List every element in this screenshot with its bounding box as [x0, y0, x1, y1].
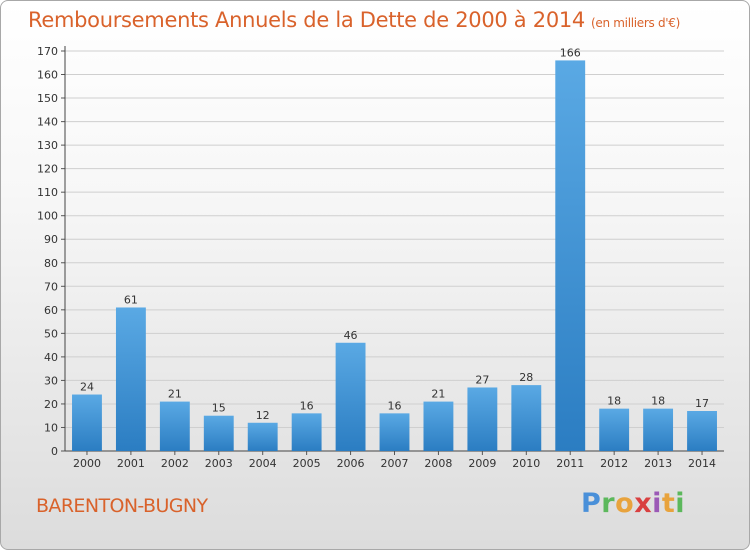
x-tick-label-2004: 2004 — [249, 457, 277, 470]
y-tick-label: 130 — [37, 139, 58, 152]
y-tick-label: 80 — [44, 257, 58, 270]
bar-2005 — [291, 413, 322, 451]
x-tick-label-2000: 2000 — [73, 457, 101, 470]
data-label-2010: 28 — [519, 371, 533, 384]
logo-letter: i — [675, 488, 686, 519]
bar-2001 — [115, 307, 146, 451]
bar-2007 — [379, 413, 410, 451]
y-tick-label: 50 — [44, 327, 58, 340]
x-tick-label-2009: 2009 — [468, 457, 496, 470]
x-tick-label-2002: 2002 — [161, 457, 189, 470]
x-tick-label-2008: 2008 — [424, 457, 452, 470]
data-labels: 24 61 21 15 12 16 46 16 21 27 28 166 18 18 17 — [80, 46, 709, 421]
bars — [72, 60, 717, 451]
y-tick-label: 0 — [51, 445, 58, 458]
bar-2000 — [72, 394, 102, 451]
data-label-2008: 21 — [431, 388, 445, 401]
bar-2006 — [335, 342, 366, 451]
x-tick-label-2012: 2012 — [600, 457, 628, 470]
chart-title-unit: (en milliers d'€) — [591, 16, 681, 30]
bar-2008 — [423, 401, 454, 451]
data-label-2006: 46 — [344, 329, 358, 342]
data-label-2012: 18 — [607, 395, 621, 408]
data-label-2003: 15 — [212, 402, 226, 415]
bar-2002 — [159, 401, 190, 451]
bar-2010 — [511, 385, 542, 451]
x-tick-label-2006: 2006 — [337, 457, 365, 470]
data-label-2014: 17 — [695, 397, 709, 410]
logo-letter: x — [634, 488, 653, 519]
data-label-2004: 12 — [256, 409, 270, 422]
bar-2003 — [203, 415, 234, 451]
y-tick-label: 110 — [37, 186, 58, 199]
y-tick-label: 150 — [37, 92, 58, 105]
logo-letter: t — [661, 488, 676, 519]
logo-letter: r — [601, 488, 616, 519]
logo-letter: P — [581, 488, 602, 519]
y-tick-label: 170 — [37, 45, 58, 58]
logo-letter: o — [615, 488, 635, 519]
y-tick-label: 40 — [44, 351, 58, 364]
bar-2004 — [247, 422, 278, 451]
bar-2014 — [687, 411, 717, 451]
data-label-2002: 21 — [168, 388, 182, 401]
data-label-2005: 16 — [300, 399, 314, 412]
bar-2011 — [555, 60, 586, 451]
y-tick-label: 30 — [44, 374, 58, 387]
y-tick-label: 160 — [37, 69, 58, 82]
x-tick-label-2011: 2011 — [556, 457, 584, 470]
y-tick-label: 100 — [37, 210, 58, 223]
data-label-2009: 27 — [475, 373, 489, 386]
axes: 0 10 20 30 40 50 60 70 80 90 100 110 120 130 140 150 160… — [37, 45, 724, 470]
x-tick-label-2013: 2013 — [644, 457, 672, 470]
logo-letter: i — [652, 488, 662, 519]
y-tick-label: 120 — [37, 163, 58, 176]
data-label-2013: 18 — [651, 395, 665, 408]
x-tick-label-2005: 2005 — [293, 457, 321, 470]
x-tick-label-2010: 2010 — [512, 457, 540, 470]
commune-name: BARENTON-BUGNY — [36, 495, 208, 517]
x-tick-label-2007: 2007 — [381, 457, 409, 470]
x-tick-label-2001: 2001 — [117, 457, 145, 470]
y-tick-label: 20 — [44, 398, 58, 411]
bar-2009 — [467, 387, 498, 451]
data-label-2000: 24 — [80, 381, 94, 394]
y-tick-label: 70 — [44, 280, 58, 293]
data-label-2011: 166 — [560, 46, 581, 59]
bar-2012 — [599, 408, 630, 451]
x-tick-label-2014: 2014 — [688, 457, 716, 470]
bar-2013 — [643, 408, 674, 451]
proxiti-logo: Proxiti — [581, 488, 685, 519]
data-label-2007: 16 — [388, 399, 402, 412]
y-tick-label: 140 — [37, 116, 58, 129]
chart-title: Remboursements Annuels de la Dette de 20… — [28, 8, 680, 32]
y-tick-label: 10 — [44, 421, 58, 434]
chart-title-main: Remboursements Annuels de la Dette de 20… — [28, 8, 585, 32]
x-tick-label-2003: 2003 — [205, 457, 233, 470]
gridlines — [65, 50, 724, 452]
y-tick-label: 60 — [44, 304, 58, 317]
data-label-2001: 61 — [124, 293, 138, 306]
y-tick-label: 90 — [44, 233, 58, 246]
